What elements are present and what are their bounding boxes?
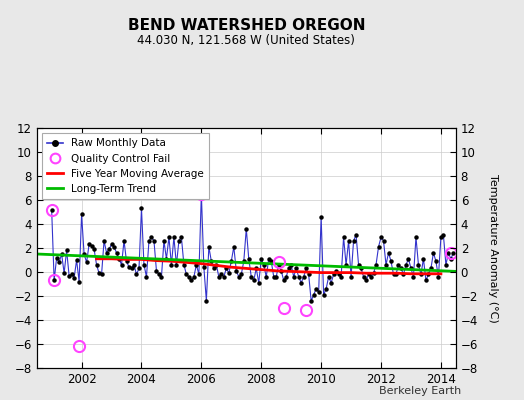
Y-axis label: Temperature Anomaly (°C): Temperature Anomaly (°C) xyxy=(487,174,498,322)
Text: 44.030 N, 121.568 W (United States): 44.030 N, 121.568 W (United States) xyxy=(137,34,355,47)
Text: BEND WATERSHED OREGON: BEND WATERSHED OREGON xyxy=(127,18,365,33)
Text: Berkeley Earth: Berkeley Earth xyxy=(379,386,461,396)
Legend: Raw Monthly Data, Quality Control Fail, Five Year Moving Average, Long-Term Tren: Raw Monthly Data, Quality Control Fail, … xyxy=(42,133,209,199)
